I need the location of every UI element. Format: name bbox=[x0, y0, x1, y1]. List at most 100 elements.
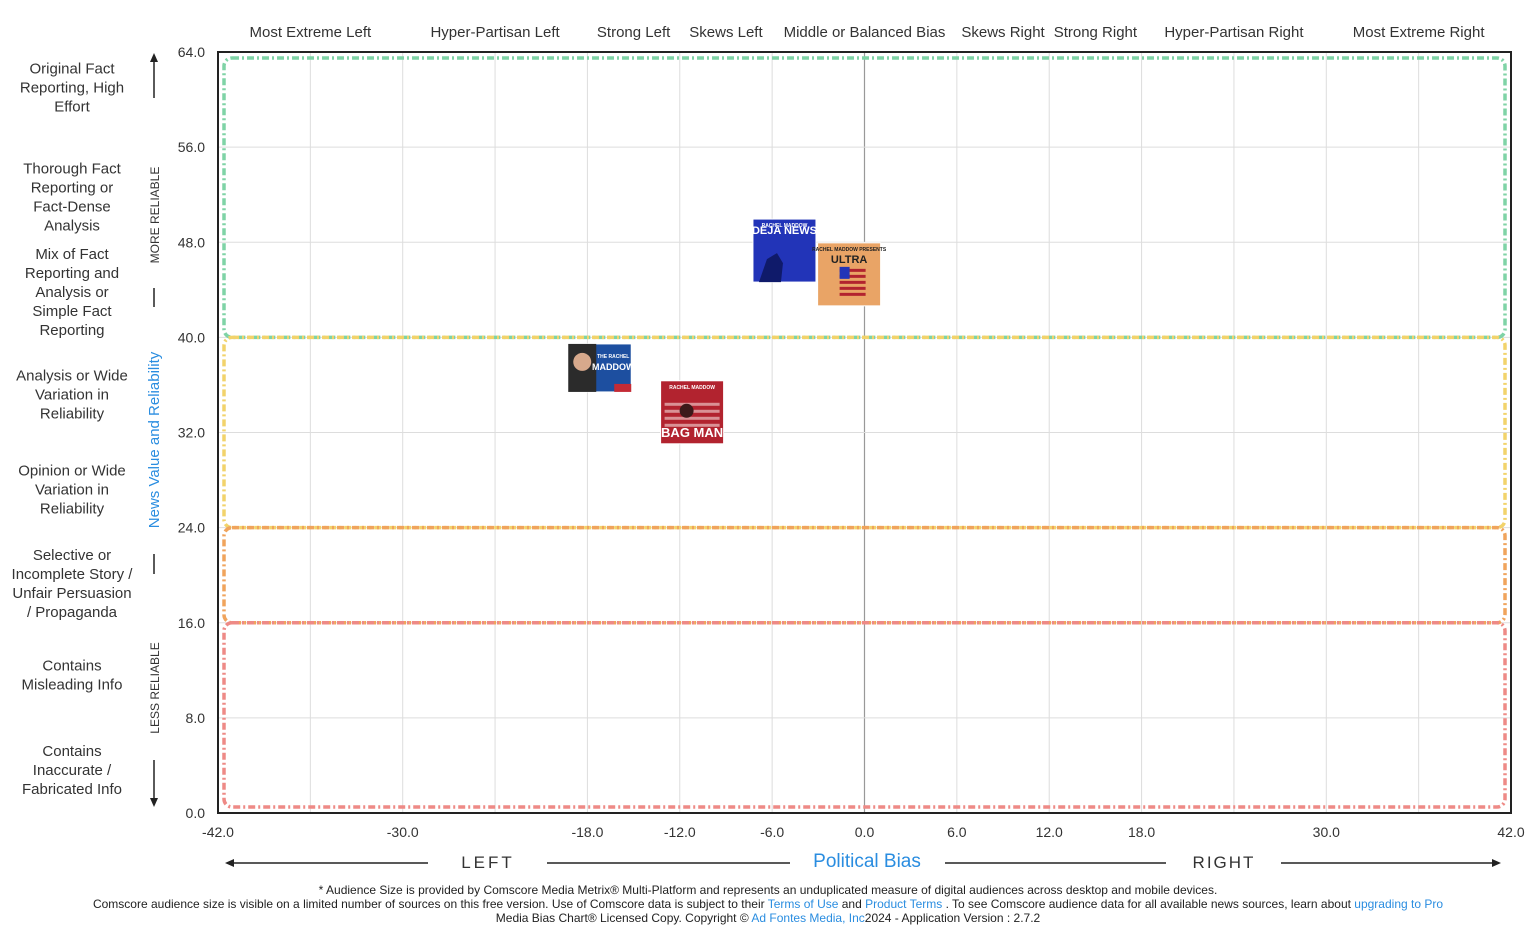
left-category-line: Fact-Dense bbox=[33, 199, 111, 216]
top-category-label: Most Extreme Right bbox=[1353, 24, 1486, 41]
left-arrow-head bbox=[225, 859, 234, 867]
x-tick-labels: -42.0 -30.0 -18.0 -12.0 -6.0 0.0 6.0 12.0 18.0 30… bbox=[202, 824, 1525, 840]
top-category-label: Hyper-Partisan Right bbox=[1164, 24, 1304, 41]
zone-red bbox=[222, 621, 1507, 809]
y-tick-labels: 0.0 8.0 16.0 24.0 32.0 40.0 48.0 56.0 64.0 bbox=[178, 44, 205, 821]
grid-lines bbox=[218, 52, 1511, 813]
left-category-line: Variation in bbox=[35, 482, 109, 499]
right-arrow-head bbox=[1492, 859, 1501, 867]
left-category-line: Incomplete Story / bbox=[12, 566, 134, 583]
host-face bbox=[573, 352, 592, 371]
left-category-line: Contains bbox=[42, 658, 101, 675]
top-category-label: Middle or Balanced Bias bbox=[784, 24, 946, 41]
left-category-line: Analysis or Wide bbox=[16, 367, 128, 384]
left-category-line: Inaccurate / bbox=[33, 762, 112, 779]
flag-stripe bbox=[839, 274, 866, 278]
top-category-labels: Most Extreme Left Hyper-Partisan Left Stro… bbox=[249, 24, 1485, 41]
y-tick-label: 0.0 bbox=[186, 805, 206, 821]
y-tick-label: 8.0 bbox=[186, 710, 206, 726]
x-tick-label: 30.0 bbox=[1313, 824, 1340, 840]
x-tick-label: 0.0 bbox=[855, 824, 875, 840]
media-bias-chart: -42.0 -30.0 -18.0 -12.0 -6.0 0.0 6.0 12.0 18.0 30… bbox=[12, 24, 1525, 872]
left-category-line: Analysis or bbox=[35, 284, 108, 301]
y-tick-label: 56.0 bbox=[178, 139, 205, 155]
plot-border bbox=[217, 51, 1512, 814]
y-tick-label: 48.0 bbox=[178, 234, 205, 250]
left-category-label: Contains Misleading Info bbox=[22, 658, 123, 694]
up-arrow-head bbox=[150, 53, 158, 62]
flag-stripe bbox=[839, 280, 866, 284]
flag-stripe bbox=[839, 292, 866, 296]
more-reliable-label: MORE RELIABLE bbox=[148, 167, 162, 264]
left-category-label: Opinion or Wide Variation in Reliability bbox=[18, 463, 126, 518]
left-category-line: Unfair Persuasion bbox=[12, 585, 131, 602]
plot-frame bbox=[217, 51, 1512, 814]
down-arrow-head bbox=[150, 798, 158, 807]
left-category-line: Reliability bbox=[40, 501, 105, 518]
x-tick-label: 6.0 bbox=[947, 824, 967, 840]
footer-line-2a: Comscore audience size is visible on a l… bbox=[92, 897, 768, 911]
left-category-line: Reporting, High bbox=[20, 80, 124, 97]
left-category-labels: Original Fact Reporting, High Effort Thorou… bbox=[12, 61, 134, 799]
x-tick-label: -18.0 bbox=[571, 824, 603, 840]
x-tick-label: -30.0 bbox=[387, 824, 419, 840]
logo-kicker: RACHEL MADDOW PRESENTS bbox=[812, 247, 887, 253]
left-category-label: Analysis or Wide Variation in Reliability bbox=[16, 367, 128, 422]
top-category-label: Skews Right bbox=[961, 24, 1045, 41]
logo-title: MADDOW bbox=[592, 362, 635, 372]
x-tick-label: -42.0 bbox=[202, 824, 234, 840]
x-tick-label: 18.0 bbox=[1128, 824, 1155, 840]
y-tick-label: 40.0 bbox=[178, 329, 205, 345]
footer-line-2b: and bbox=[838, 897, 866, 911]
flag-stripe bbox=[839, 268, 866, 272]
less-reliable-label: LESS RELIABLE bbox=[148, 642, 162, 733]
y-tick-label: 32.0 bbox=[178, 425, 205, 441]
top-category-label: Hyper-Partisan Left bbox=[430, 24, 560, 41]
ad-fontes-link[interactable]: Ad Fontes Media, Inc bbox=[751, 911, 865, 925]
source-logo: RACHEL MADDOW BAG MAN bbox=[660, 380, 725, 445]
flag-stripe bbox=[664, 416, 720, 420]
flag-stripe bbox=[664, 402, 720, 406]
logo-kicker: RACHEL MADDOW bbox=[669, 385, 715, 391]
left-category-label: Mix of Fact Reporting and Analysis or Simpl… bbox=[25, 246, 119, 339]
logo-title: ULTRA bbox=[831, 254, 868, 266]
left-category-line: Selective or bbox=[33, 547, 111, 564]
left-category-line: / Propaganda bbox=[27, 604, 118, 621]
left-category-line: Reliability bbox=[40, 405, 105, 422]
left-category-line: Effort bbox=[54, 99, 90, 116]
y-tick-label: 16.0 bbox=[178, 615, 205, 631]
x-axis-title: Political Bias bbox=[813, 851, 921, 872]
footer-line-3a: Media Bias Chart® Licensed Copy. Copyrig… bbox=[495, 911, 752, 925]
terms-of-use-link[interactable]: Terms of Use bbox=[767, 897, 839, 911]
left-category-label: Contains Inaccurate / Fabricated Info bbox=[22, 743, 122, 798]
left-category-label: Original Fact Reporting, High Effort bbox=[20, 61, 124, 116]
left-category-line: Misleading Info bbox=[22, 677, 123, 694]
logo-kicker: THE RACHEL bbox=[597, 354, 629, 360]
left-category-line: Original Fact bbox=[29, 61, 115, 78]
upgrade-pro-link[interactable]: upgrading to Pro bbox=[1354, 897, 1444, 911]
figure-silhouette bbox=[679, 403, 694, 418]
right-direction-label: RIGHT bbox=[1193, 853, 1256, 872]
left-category-line: Opinion or Wide bbox=[18, 463, 126, 480]
footer-line-3b: 2024 - Application Version : 2.7.2 bbox=[864, 911, 1041, 925]
figure-silhouette bbox=[758, 253, 783, 283]
left-category-line: Simple Fact bbox=[32, 303, 112, 320]
y-tick-label: 24.0 bbox=[178, 520, 205, 536]
y-axis-title: News Value and Reliability bbox=[146, 351, 163, 528]
x-tick-label: 42.0 bbox=[1497, 824, 1524, 840]
footer-copyright: Media Bias Chart® Licensed Copy. Copyrig… bbox=[0, 911, 1536, 925]
x-tick-label: 12.0 bbox=[1036, 824, 1063, 840]
left-category-line: Contains bbox=[42, 743, 101, 760]
logo-title: BAG MAN bbox=[661, 425, 723, 440]
left-category-line: Fabricated Info bbox=[22, 781, 122, 798]
top-category-label: Strong Right bbox=[1054, 24, 1138, 41]
flag-stripe bbox=[839, 286, 866, 290]
left-category-line: Analysis bbox=[44, 218, 100, 235]
direction-arrows bbox=[150, 53, 1501, 867]
footer-line-2c: . To see Comscore audience data for all … bbox=[942, 897, 1355, 911]
axis-labels: Political Bias LEFT RIGHT News Value and… bbox=[146, 167, 1256, 872]
flag-canton bbox=[839, 266, 850, 279]
product-terms-link[interactable]: Product Terms bbox=[865, 897, 943, 911]
